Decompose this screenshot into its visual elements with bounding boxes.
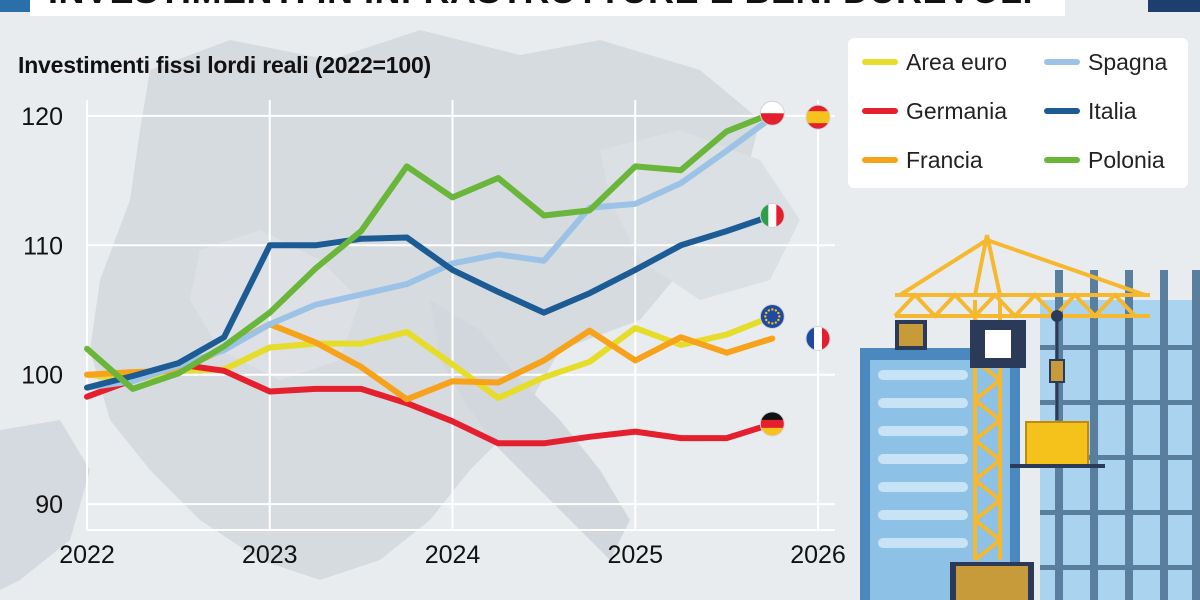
- y-tick-label: 90: [35, 491, 63, 519]
- flag-de-icon: [759, 411, 785, 437]
- y-tick-label: 120: [21, 103, 63, 131]
- y-tick-label: 110: [23, 232, 63, 260]
- x-tick-label: 2024: [425, 541, 481, 569]
- chart-axes: 2022 2023 2024 2025 2026 90 100 110 120: [21, 103, 846, 569]
- x-tick-label: 2025: [607, 541, 663, 569]
- legend-item: Spagna: [1044, 47, 1167, 77]
- series-line-italia: [84, 212, 776, 391]
- chart-legend: Area euro Spagna Germania Italia Francia Polo…: [848, 38, 1188, 188]
- series-line-polonia: [84, 110, 776, 392]
- header-title-bar: INVESTIMENTI IN INFRASTRUTTURE E BENI DU…: [30, 0, 1065, 16]
- flag-fr-icon: [805, 325, 831, 351]
- x-tick-label: 2022: [59, 541, 115, 569]
- header-accent-strip: [0, 0, 30, 12]
- flag-es-icon: [805, 104, 831, 130]
- chart-title: Investimenti fissi lordi reali (2022=100…: [18, 52, 432, 78]
- page-title: INVESTIMENTI IN INFRASTRUTTURE E BENI DU…: [48, 0, 1033, 12]
- legend-label: Polonia: [1088, 146, 1165, 173]
- legend-label: Francia: [906, 146, 983, 173]
- legend-item: Francia: [862, 145, 983, 175]
- legend-swatch: [862, 108, 898, 114]
- legend-label: Area euro: [906, 48, 1008, 75]
- series-line-germania: [84, 361, 776, 447]
- chart-series: [84, 110, 776, 447]
- chart-grid: [86, 100, 835, 531]
- legend-item: Area euro: [862, 47, 1007, 77]
- legend-swatch: [1044, 108, 1080, 114]
- legend-label: Spagna: [1088, 48, 1168, 75]
- legend-label: Italia: [1088, 97, 1137, 124]
- brand-logo: [1148, 0, 1200, 12]
- legend-swatch: [1044, 59, 1080, 65]
- legend-label: Germania: [906, 97, 1007, 124]
- x-tick-label: 2026: [790, 541, 846, 569]
- chart-end-flags: [759, 100, 831, 437]
- flag-eu-icon: [759, 303, 785, 329]
- flag-pl-icon: [759, 100, 785, 126]
- y-tick-label: 100: [21, 362, 63, 390]
- legend-item: Polonia: [1044, 145, 1165, 175]
- legend-swatch: [862, 59, 898, 65]
- legend-item: Germania: [862, 96, 1007, 126]
- legend-item: Italia: [1044, 96, 1137, 126]
- flag-it-icon: [759, 203, 785, 229]
- x-tick-label: 2023: [242, 541, 298, 569]
- legend-swatch: [862, 157, 898, 163]
- legend-swatch: [1044, 157, 1080, 163]
